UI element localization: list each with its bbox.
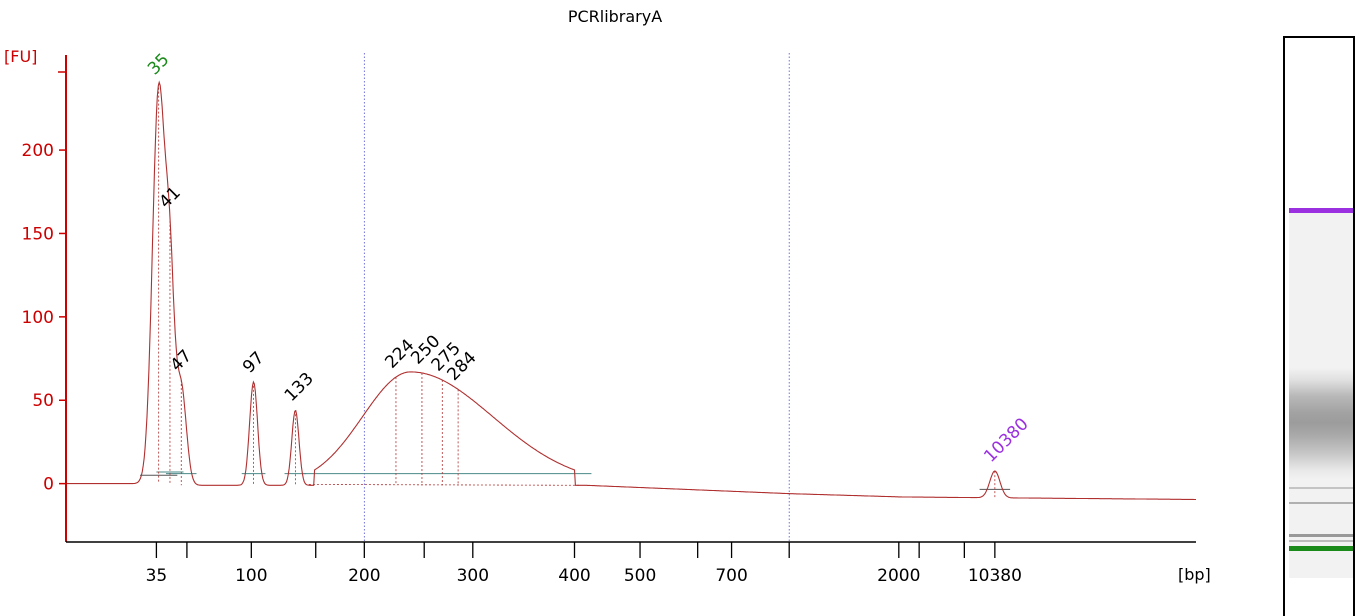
x-axis-label: [bp] <box>1178 565 1211 584</box>
x-tick-label-500: 500 <box>624 566 656 586</box>
peak-label-35: 35 <box>144 50 173 79</box>
chart-title: PCRlibraryA <box>568 7 662 26</box>
smear-integration-baseline <box>308 484 581 486</box>
gel-band-upper-marker <box>1289 208 1353 214</box>
gel-lane <box>1289 208 1353 578</box>
peak-integration-lines <box>158 83 996 498</box>
gel-band-band-c <box>1289 534 1353 538</box>
gel-band-band-d <box>1289 540 1353 543</box>
axes: 0 50 100 150 200 35 100 200 300 400 500 700 2000 1038… <box>22 55 1196 586</box>
gel-image <box>1283 36 1355 616</box>
gel-band-lower-marker <box>1289 545 1353 551</box>
x-tick-label-2000: 2000 <box>877 566 920 586</box>
x-tick-label-300: 300 <box>457 566 489 586</box>
y-axis-label: [FU] <box>4 47 37 66</box>
x-tick-label-10380: 10380 <box>968 566 1022 586</box>
x-tick-label-200: 200 <box>348 566 380 586</box>
peak-label-47: 47 <box>167 346 196 375</box>
y-tick-label-100: 100 <box>22 308 54 328</box>
y-tick-label-150: 150 <box>22 224 54 244</box>
x-tick-label-700: 700 <box>715 566 747 586</box>
x-tick-label-35: 35 <box>146 566 168 586</box>
y-tick-label-0: 0 <box>43 475 54 495</box>
peak-label-41: 41 <box>155 183 184 212</box>
peak-label-10380: 10380 <box>980 414 1032 466</box>
gel-band-band-b <box>1289 502 1353 505</box>
peak-label-133: 133 <box>281 369 318 406</box>
trace-line <box>66 80 1196 501</box>
peak-label-97: 97 <box>239 348 268 377</box>
vertical-guide-lines <box>363 53 790 542</box>
y-tick-label-200: 200 <box>22 141 54 161</box>
x-tick-label-100: 100 <box>235 566 267 586</box>
y-tick-label-50: 50 <box>32 391 54 411</box>
gel-band-band-a <box>1289 487 1353 490</box>
x-tick-label-400: 400 <box>558 566 590 586</box>
